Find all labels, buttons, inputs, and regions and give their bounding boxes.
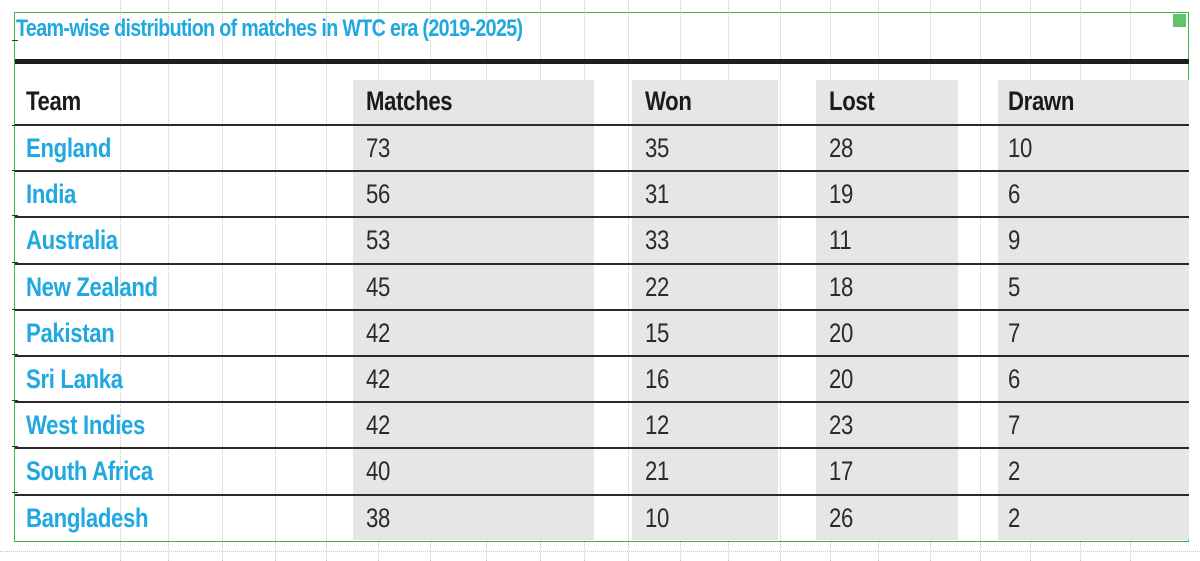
row-divider	[15, 447, 1189, 449]
table-cell-drawn: 5	[1008, 271, 1020, 302]
table-cell-won: 15	[645, 317, 669, 348]
ruler-tick	[12, 400, 18, 401]
row-divider	[15, 401, 1189, 403]
team-name: New Zealand	[26, 271, 158, 302]
column-header-team: Team	[26, 86, 81, 116]
ruler-tick	[12, 309, 18, 310]
table-cell-drawn: 9	[1008, 225, 1020, 256]
table-cell-matches: 42	[366, 317, 390, 348]
table-cell-matches: 53	[366, 225, 390, 256]
table-cell-won: 16	[645, 364, 669, 394]
table-cell-matches: 73	[366, 133, 390, 163]
table-cell-lost: 11	[829, 225, 852, 256]
table-cell-won: 22	[645, 271, 669, 302]
table-cell-drawn: 2	[1008, 502, 1020, 533]
ruler-tick	[12, 215, 18, 216]
row-divider	[15, 263, 1189, 265]
chart-title: Team-wise distribution of matches in WTC…	[16, 15, 523, 42]
table-cell-matches: 42	[366, 410, 390, 441]
team-name: Pakistan	[26, 317, 115, 348]
row-divider	[15, 494, 1189, 496]
table-cell-matches: 40	[366, 456, 390, 487]
header-rule	[15, 59, 1189, 64]
ruler-tick	[12, 262, 18, 263]
team-name: India	[26, 179, 77, 210]
ruler-tick	[12, 446, 18, 447]
table-cell-won: 12	[645, 410, 669, 441]
row-divider	[15, 216, 1189, 218]
resize-handle[interactable]	[1173, 14, 1186, 27]
ruler-tick	[12, 40, 18, 41]
grid-line	[0, 551, 1200, 552]
table-cell-won: 10	[645, 502, 669, 533]
table-cell-lost: 18	[829, 271, 853, 302]
column-header-lost: Lost	[829, 86, 875, 116]
table-cell-lost: 20	[829, 317, 853, 348]
team-name: West Indies	[26, 410, 146, 441]
table-cell-drawn: 6	[1008, 179, 1020, 210]
table-cell-matches: 56	[366, 179, 390, 210]
team-name: Bangladesh	[26, 502, 149, 533]
table-cell-lost: 28	[829, 133, 853, 163]
column-header-drawn: Drawn	[1008, 86, 1075, 116]
ruler-tick	[12, 125, 18, 126]
column-header-matches: Matches	[366, 86, 453, 116]
table-cell-drawn: 2	[1008, 456, 1020, 487]
row-divider	[15, 170, 1189, 172]
ruler-tick	[12, 354, 18, 355]
table-cell-drawn: 7	[1008, 410, 1020, 441]
table-cell-lost: 19	[829, 179, 853, 210]
team-name: England	[26, 133, 112, 163]
table-cell-matches: 38	[366, 502, 390, 533]
team-name: South Africa	[26, 456, 153, 487]
table-cell-won: 21	[645, 456, 669, 487]
team-name: Australia	[26, 225, 118, 256]
row-divider	[15, 355, 1189, 357]
table-cell-drawn: 10	[1008, 133, 1032, 163]
table-cell-drawn: 6	[1008, 364, 1020, 394]
team-name: Sri Lanka	[26, 364, 123, 394]
ruler-tick	[12, 170, 18, 171]
table-cell-drawn: 7	[1008, 317, 1020, 348]
table-cell-matches: 42	[366, 364, 390, 394]
table-cell-lost: 17	[829, 456, 853, 487]
table-cell-matches: 45	[366, 271, 390, 302]
table-cell-lost: 23	[829, 410, 853, 441]
ruler-tick	[12, 492, 18, 493]
table-cell-won: 33	[645, 225, 669, 256]
table-cell-lost: 26	[829, 502, 853, 533]
column-header-won: Won	[645, 86, 692, 116]
table-cell-lost: 20	[829, 364, 853, 394]
row-divider	[15, 124, 1189, 126]
row-divider	[15, 309, 1189, 311]
table-cell-won: 35	[645, 133, 669, 163]
table-cell-won: 31	[645, 179, 669, 210]
